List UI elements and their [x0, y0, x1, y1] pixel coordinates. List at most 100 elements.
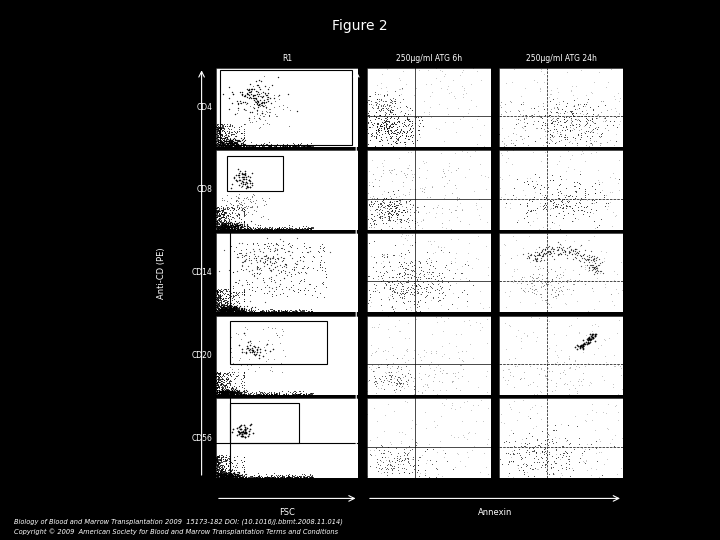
Point: [533, 251, 544, 259]
Point: [238, 308, 250, 316]
Point: [399, 120, 410, 129]
Point: [282, 225, 293, 233]
Point: [228, 223, 240, 232]
Point: [215, 302, 226, 311]
Point: [541, 210, 553, 218]
Point: [414, 469, 426, 477]
Point: [217, 305, 229, 314]
Point: [526, 194, 537, 203]
Point: [217, 140, 228, 149]
Point: [370, 97, 382, 106]
Point: [212, 288, 224, 296]
Point: [254, 307, 266, 316]
Point: [240, 194, 251, 203]
Point: [518, 114, 529, 123]
Point: [563, 385, 575, 394]
Point: [225, 307, 236, 315]
Point: [560, 231, 572, 239]
Point: [374, 200, 386, 208]
Point: [246, 390, 257, 399]
Point: [382, 212, 394, 220]
Point: [221, 389, 233, 398]
Point: [384, 363, 396, 372]
Point: [215, 450, 227, 459]
Point: [392, 367, 404, 375]
Point: [228, 389, 239, 397]
Point: [282, 473, 293, 482]
Point: [222, 305, 233, 314]
Point: [564, 362, 575, 371]
Point: [572, 131, 584, 139]
Point: [389, 386, 400, 394]
Point: [260, 472, 271, 481]
Point: [243, 285, 254, 293]
Point: [294, 473, 306, 482]
Point: [228, 143, 240, 151]
Point: [609, 361, 621, 370]
Point: [236, 474, 248, 482]
Point: [233, 142, 244, 151]
Point: [253, 83, 265, 91]
Point: [225, 305, 237, 313]
Point: [398, 254, 410, 263]
Point: [212, 304, 224, 313]
Point: [224, 218, 235, 226]
Point: [252, 308, 264, 316]
Point: [392, 452, 403, 461]
Point: [211, 296, 222, 305]
Point: [230, 472, 242, 481]
Point: [250, 117, 261, 126]
Point: [379, 124, 390, 133]
Point: [240, 142, 252, 151]
Point: [400, 249, 411, 258]
Point: [215, 387, 227, 396]
Point: [218, 143, 230, 151]
Point: [269, 390, 281, 399]
Point: [390, 132, 402, 140]
Point: [261, 143, 273, 151]
Point: [246, 361, 257, 369]
Point: [238, 217, 250, 226]
Point: [362, 299, 374, 307]
Point: [284, 225, 295, 234]
Point: [226, 303, 238, 312]
Point: [221, 468, 233, 477]
Point: [549, 219, 560, 227]
Point: [526, 313, 537, 321]
Point: [212, 389, 223, 397]
Point: [215, 138, 226, 147]
Point: [292, 140, 304, 149]
Point: [528, 447, 540, 455]
Point: [266, 472, 277, 481]
Point: [243, 427, 255, 436]
Point: [430, 74, 441, 83]
Point: [387, 216, 398, 225]
Point: [542, 268, 554, 276]
Point: [389, 240, 400, 249]
Point: [369, 90, 381, 99]
Point: [579, 203, 590, 212]
Point: [378, 427, 390, 435]
Point: [229, 222, 240, 231]
Point: [207, 468, 219, 476]
Point: [242, 141, 253, 150]
Point: [222, 390, 234, 399]
Point: [250, 140, 261, 149]
Point: [214, 120, 225, 129]
Point: [228, 389, 240, 398]
Point: [384, 148, 395, 157]
Point: [422, 303, 433, 312]
Point: [508, 139, 519, 147]
Point: [264, 255, 276, 264]
Point: [438, 169, 450, 178]
Point: [239, 424, 251, 433]
Point: [245, 222, 256, 231]
Point: [230, 307, 241, 315]
Point: [437, 446, 449, 454]
Point: [294, 473, 305, 482]
Point: [265, 98, 276, 107]
Point: [503, 364, 515, 373]
Point: [251, 225, 262, 234]
Point: [211, 218, 222, 226]
Point: [257, 324, 269, 333]
